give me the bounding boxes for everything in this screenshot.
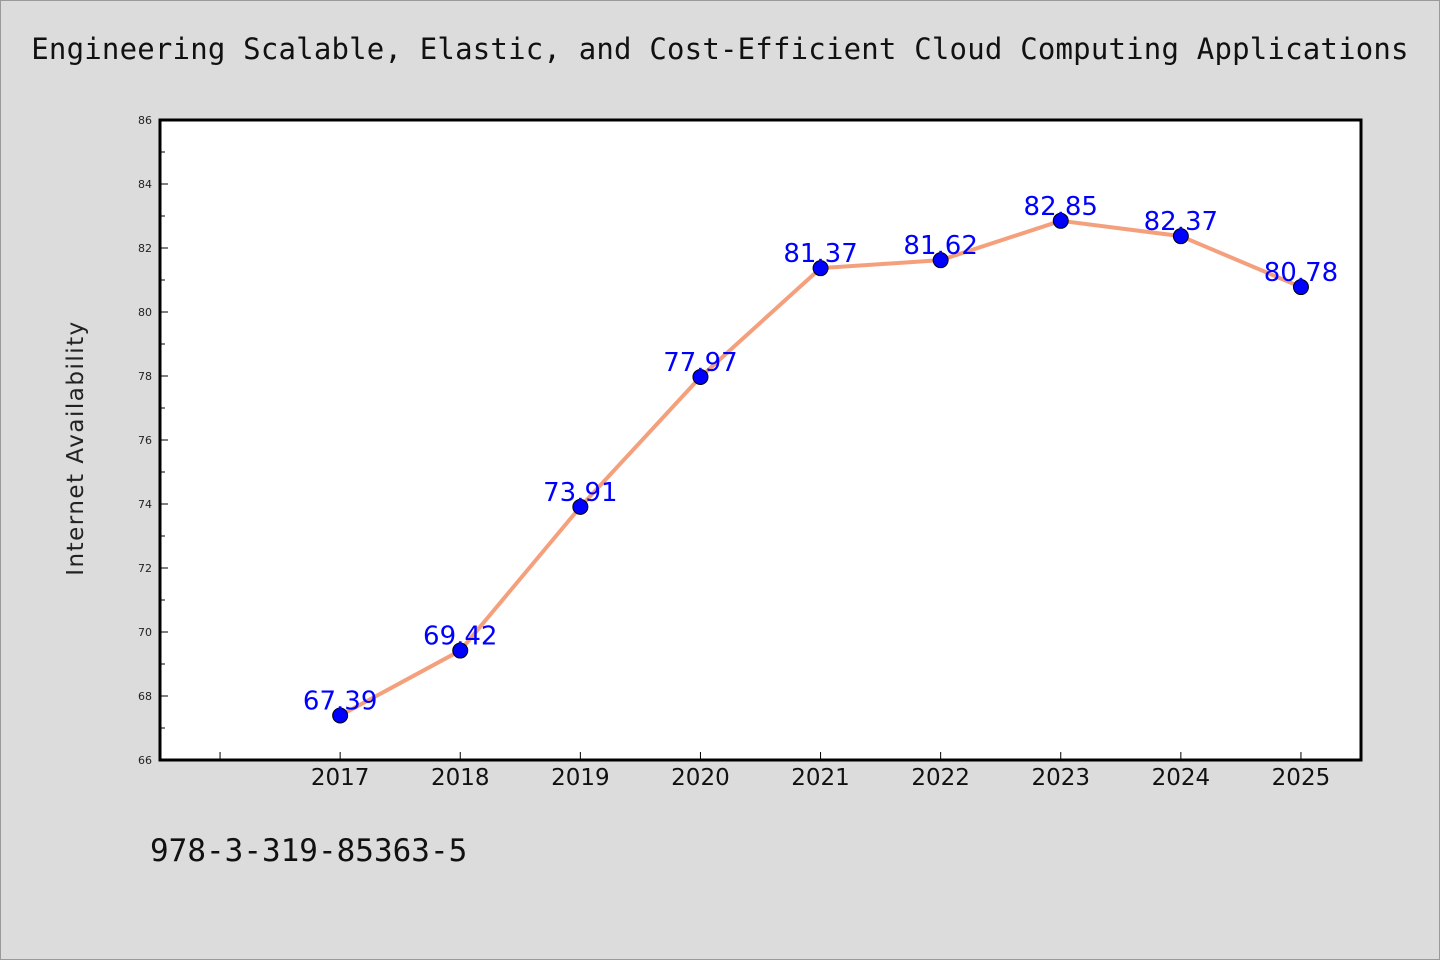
y-tick-label: 84 bbox=[138, 178, 152, 191]
data-point bbox=[1292, 279, 1309, 296]
y-tick-label: 72 bbox=[138, 562, 152, 575]
data-label: 82.85 bbox=[1024, 192, 1098, 222]
plot-area bbox=[158, 118, 1363, 762]
data-point bbox=[692, 368, 709, 385]
data-point bbox=[332, 707, 349, 724]
y-tick-label: 80 bbox=[138, 306, 152, 319]
data-label: 77.97 bbox=[663, 348, 737, 378]
x-tick-label: 2022 bbox=[911, 765, 970, 791]
x-tick-label: 2023 bbox=[1031, 765, 1090, 791]
y-tick-label: 70 bbox=[138, 626, 152, 639]
data-label: 80.78 bbox=[1264, 258, 1338, 288]
data-point bbox=[932, 252, 949, 269]
x-tick-label: 2019 bbox=[551, 765, 610, 791]
data-point bbox=[452, 642, 469, 659]
data-label: 67.39 bbox=[303, 687, 377, 717]
series-markers bbox=[332, 212, 1309, 724]
y-tick-label: 82 bbox=[138, 242, 152, 255]
chart-title: Engineering Scalable, Elastic, and Cost-… bbox=[31, 32, 1409, 66]
data-label: 81.62 bbox=[903, 231, 977, 261]
y-tick-label: 74 bbox=[138, 498, 152, 511]
y-tick-label: 86 bbox=[138, 114, 152, 127]
data-label: 82.37 bbox=[1144, 207, 1218, 237]
data-label: 69.42 bbox=[423, 622, 497, 652]
y-tick-label: 76 bbox=[138, 434, 152, 447]
x-tick-label: 2020 bbox=[671, 765, 730, 791]
x-tick-label: 2021 bbox=[791, 765, 850, 791]
y-tick-label: 68 bbox=[138, 690, 152, 703]
x-tick-label: 2024 bbox=[1152, 765, 1211, 791]
data-labels: 67.39 69.42 73.91 77.97 81.37 81.62 82.85 82.37… bbox=[303, 192, 1338, 717]
data-point bbox=[1172, 228, 1189, 245]
x-axis: 2017 2018 2019 2020 2021 2022 2023 2024 2025 bbox=[219, 752, 1331, 791]
data-point bbox=[812, 260, 829, 277]
footer-code: 978-3-319-85363-5 bbox=[150, 833, 468, 869]
data-point bbox=[1052, 212, 1069, 229]
data-label: 73.91 bbox=[543, 478, 617, 508]
y-axis: 66 68 70 72 74 76 78 80 82 84 86 bbox=[138, 114, 168, 767]
x-tick-label: 2025 bbox=[1272, 765, 1331, 791]
x-tick-label: 2018 bbox=[431, 765, 490, 791]
data-point bbox=[572, 498, 589, 515]
x-tick-label: 2017 bbox=[311, 765, 370, 791]
data-label: 81.37 bbox=[783, 239, 857, 269]
y-tick-label: 78 bbox=[138, 370, 152, 383]
y-tick-label: 66 bbox=[138, 754, 152, 767]
